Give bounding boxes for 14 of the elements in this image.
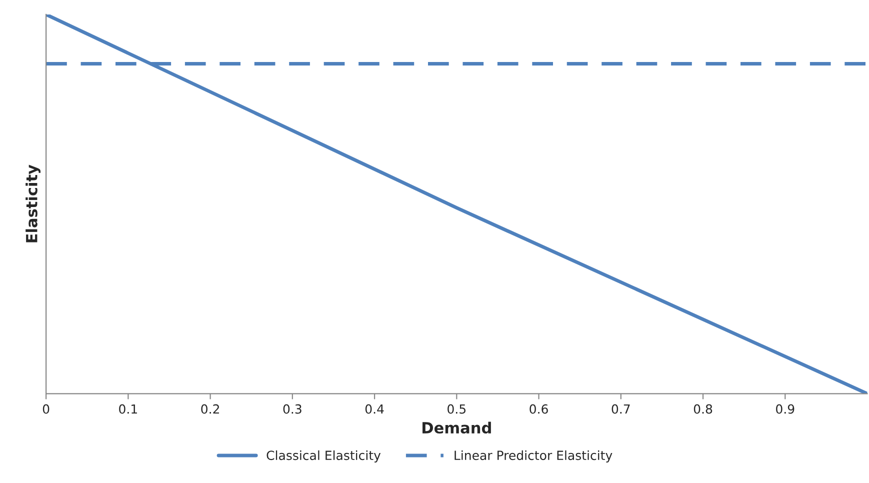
x-tick-label: 0.3 (283, 404, 302, 414)
x-tick-label: 0 (42, 404, 50, 414)
legend-label: Classical Elasticity (266, 450, 381, 462)
y-axis-title: Elasticity (26, 164, 40, 242)
x-tick-label: 0.2 (201, 404, 219, 414)
x-tick-label: 0.6 (530, 404, 548, 414)
x-axis-title: Demand (422, 422, 491, 434)
x-tick-label: 0.9 (776, 404, 794, 414)
x-tick-label: 0.5 (448, 404, 466, 414)
x-tick-label: 0.4 (365, 404, 384, 414)
x-tick-label: 0.1 (119, 404, 137, 414)
x-tick-label: 0.7 (612, 404, 630, 414)
x-tick-label: 0.8 (694, 404, 712, 414)
legend-label: Linear Predictor Elasticity (454, 450, 612, 462)
